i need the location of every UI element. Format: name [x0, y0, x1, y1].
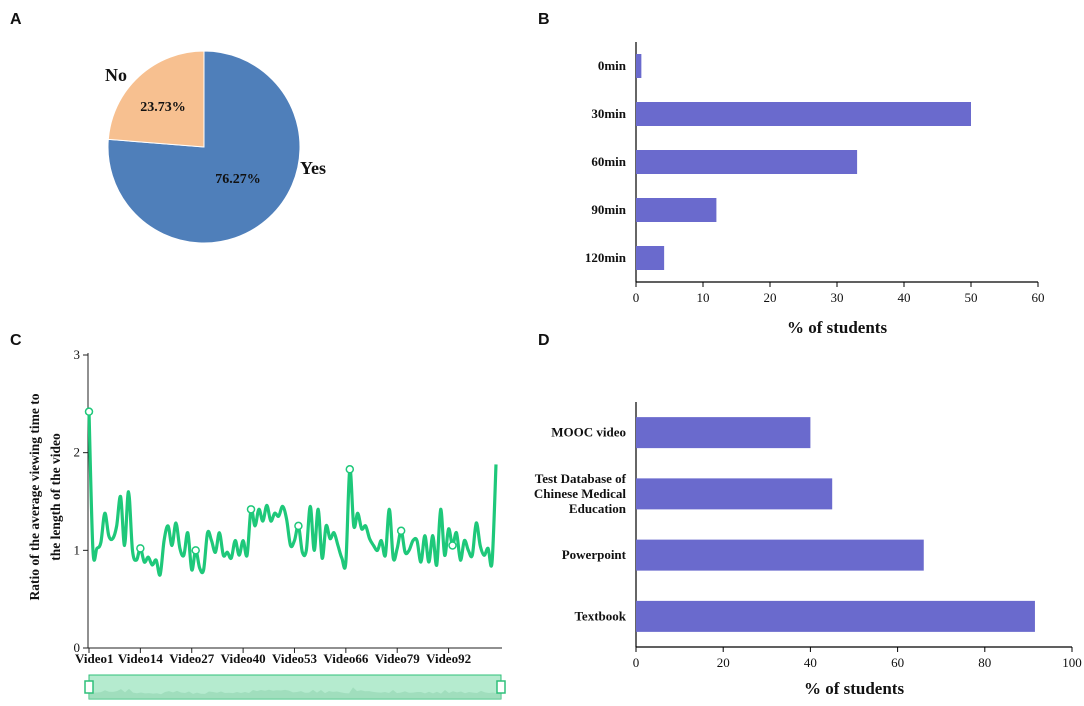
pie-value-label-no: 23.73%	[140, 100, 186, 115]
line-point-marker-2[interactable]	[191, 546, 200, 555]
pie-legend-no: No	[105, 65, 127, 85]
bar-d-3[interactable]	[636, 600, 1035, 632]
panel-label-c: C	[10, 332, 22, 349]
pie-legend-yes: Yes	[300, 158, 326, 178]
pie-value-label-yes: 76.27%	[215, 172, 261, 187]
y-axis-title-c-line1: Ratio of the average viewing time to	[27, 393, 42, 600]
line-chart-c: 0 1 2 3 Video1 Video14 Video27 Video40 Video53 Vi…	[27, 347, 506, 700]
panel-label-a: A	[10, 11, 22, 28]
panel-label-d: D	[538, 332, 550, 349]
x-tick-label-d-3: 60	[891, 655, 904, 670]
x-tick-label-c-1: Video14	[118, 651, 164, 666]
line-point-marker-3[interactable]	[246, 505, 256, 514]
bar-chart-b: 0min 30min 60min 90min 120min 0 10 20 30 40 50 60 %…	[585, 42, 1045, 337]
x-tick-label-b-2: 20	[764, 290, 777, 305]
bar-b-1[interactable]	[636, 102, 971, 126]
panel-label-b: B	[538, 11, 550, 28]
data-zoom-preview	[89, 683, 501, 699]
x-tick-label-b-0: 0	[633, 290, 640, 305]
x-tick-label-d-0: 0	[633, 655, 640, 670]
x-tick-label-b-3: 30	[831, 290, 844, 305]
x-tick-label-b-6: 60	[1032, 290, 1045, 305]
x-tick-label-b-4: 40	[898, 290, 911, 305]
category-label-b-3-0: 90min	[591, 202, 626, 217]
x-tick-label-c-7: Video92	[426, 651, 471, 666]
bar-d-1[interactable]	[636, 478, 833, 510]
x-tick-label-c-2: Video27	[169, 651, 215, 666]
line-point-marker-5[interactable]	[345, 465, 355, 474]
x-tick-label-b-5: 50	[965, 290, 978, 305]
data-zoom-handle-right[interactable]	[496, 680, 506, 694]
bar-b-4[interactable]	[636, 246, 665, 270]
y-tick-label-c-1: 1	[74, 542, 81, 557]
category-label-d-1-1: Chinese Medical	[534, 486, 626, 501]
x-tick-label-c-0: Video1	[75, 651, 114, 666]
bar-d-0[interactable]	[636, 417, 811, 449]
category-label-d-0-0: MOOC video	[551, 425, 626, 440]
x-tick-label-c-3: Video40	[221, 651, 266, 666]
bar-d-2[interactable]	[636, 539, 924, 571]
y-tick-label-c-0: 0	[74, 640, 81, 655]
pie-chart-a: 76.27% 23.73% Yes No	[105, 50, 326, 244]
category-label-b-1-0: 30min	[591, 106, 626, 121]
line-point-marker-1[interactable]	[136, 544, 145, 553]
line-point-marker-4[interactable]	[294, 521, 303, 531]
x-axis-title-b: % of students	[787, 318, 888, 337]
y-tick-label-c-3: 3	[74, 347, 81, 362]
x-axis-title-d: % of students	[804, 679, 905, 698]
pie-slice-no[interactable]	[107, 50, 205, 148]
line-point-marker-0[interactable]	[84, 407, 94, 416]
data-zoom-slider[interactable]	[84, 674, 506, 700]
category-label-d-2-0: Powerpoint	[562, 547, 627, 562]
category-label-d-3-0: Textbook	[574, 608, 626, 623]
x-tick-label-d-2: 40	[804, 655, 817, 670]
y-axis-title-c-line2: the length of the video	[48, 433, 63, 561]
x-tick-label-c-4: Video53	[272, 651, 318, 666]
data-zoom-handle-left[interactable]	[84, 680, 94, 694]
x-tick-label-c-5: Video66	[323, 651, 369, 666]
category-label-d-1-2: Education	[569, 501, 627, 516]
pie-slice-yes[interactable]	[107, 50, 301, 244]
x-tick-label-c-6: Video79	[375, 651, 421, 666]
line-point-marker-6[interactable]	[396, 526, 406, 536]
category-label-b-2-0: 60min	[591, 154, 626, 169]
line-point-marker-7[interactable]	[448, 541, 457, 550]
category-label-b-0-0: 0min	[598, 58, 627, 73]
bar-b-2[interactable]	[636, 150, 858, 174]
y-tick-label-c-2: 2	[74, 445, 81, 460]
category-label-b-4-0: 120min	[585, 250, 627, 265]
category-label-d-1-0: Test Database of	[535, 471, 627, 486]
x-tick-label-d-4: 80	[978, 655, 991, 670]
line-series-viewing-ratio[interactable]	[87, 411, 498, 577]
x-tick-label-d-5: 100	[1062, 655, 1082, 670]
bar-b-3[interactable]	[636, 198, 717, 222]
x-tick-label-b-1: 10	[697, 290, 710, 305]
bar-b-0[interactable]	[636, 54, 642, 78]
x-tick-label-d-1: 20	[717, 655, 730, 670]
